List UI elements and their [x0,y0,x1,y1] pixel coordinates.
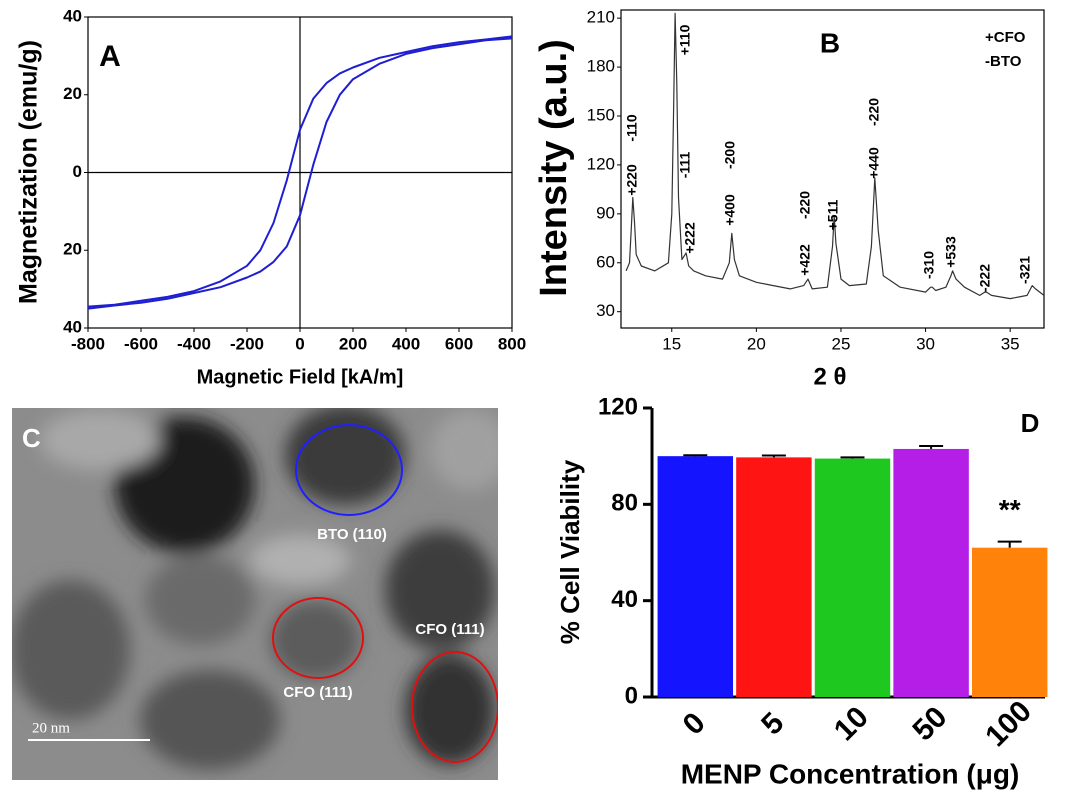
y-tick-label: 180 [587,57,615,76]
peak-label: -220 [797,191,813,219]
peak-label: -321 [1017,256,1033,284]
y-tick-label: 90 [596,203,615,222]
peak-label: -200 [722,141,738,169]
peak-label: +220 [624,164,640,196]
peak-label: -111 [677,152,693,179]
x-tick-label: -600 [124,334,158,353]
data-line [625,12,1045,300]
peak-label: +110 [677,24,693,55]
peak-label: -310 [921,251,937,279]
plot-frame [620,9,1045,329]
x-tick-label: 50 [907,700,954,747]
y-axis-label: % Cell Viability [555,459,585,644]
peak-label: +222 [682,222,698,254]
x-axis-label: 2 θ [814,363,847,390]
y-tick-label: 120 [587,154,615,173]
y-tick-label: 0 [625,682,638,709]
image-label: CFO (111) [283,684,352,701]
peak-label: +533 [943,236,959,268]
y-tick-label: 150 [587,105,615,124]
bar [971,547,1048,697]
particles [12,408,498,770]
y-tick-label: 120 [598,393,638,420]
y-tick-label: 40 [611,586,638,613]
y-tick-label: 40 [63,317,82,336]
scale-bar-label: 20 nm [32,720,70,736]
panel-label: A [99,40,121,73]
y-tick-label: 30 [596,301,615,320]
peak-label: +400 [722,194,738,226]
peak-label: -222 [977,264,993,292]
x-tick-label: 100 [979,695,1038,754]
highlight-circle [272,597,364,679]
panel-label: D [1021,408,1040,438]
y-axis-label: Magnetization (emu/g) [15,40,43,304]
peak-label: -220 [866,98,882,126]
highlight-circle [295,424,403,516]
x-tick-label: 35 [1001,334,1020,353]
x-tick-label: -200 [230,334,264,353]
x-tick-label: 10 [828,700,875,747]
x-tick-label: 5 [755,706,790,741]
bar [814,458,891,697]
y-tick-label: 20 [63,84,82,103]
x-tick-label: 400 [392,334,420,353]
y-tick-label: 20 [63,240,82,259]
y-tick-label: 80 [611,490,638,517]
highlight-circle [411,651,498,763]
x-tick-label: 25 [831,334,850,353]
x-tick-label: 0 [295,334,304,353]
legend-text: -BTO [985,53,1022,70]
y-tick-label: 0 [73,162,82,181]
x-tick-label: 30 [916,334,935,353]
data-line [87,37,513,310]
bar [657,456,734,697]
legend-text: +CFO [985,29,1026,46]
x-tick-label: 15 [662,334,681,353]
x-tick-label: 800 [498,334,526,353]
y-tick-label: 210 [587,8,615,27]
y-tick-label: 60 [596,252,615,271]
significance-label: ** [999,494,1021,525]
x-tick-label: 20 [747,334,766,353]
x-tick-label: -400 [177,334,211,353]
panel-label: B [820,27,840,58]
image-label: CFO (111) [415,621,484,638]
data-line [87,35,513,308]
panel-label: C [22,423,41,453]
y-tick-label: 40 [63,6,82,25]
peak-label: -110 [624,114,640,141]
peak-label: +440 [866,147,882,179]
peak-label: +422 [797,244,813,276]
x-tick-label: 200 [339,334,367,353]
x-axis-label: Magnetic Field [kA/m] [197,366,404,388]
peak-label: +511 [825,199,841,230]
image-label: BTO (110) [317,526,387,543]
bar [893,448,969,697]
y-axis-label: Intensity (a.u.) [533,39,575,297]
x-tick-label: 0 [677,706,712,741]
tem-image: 20 nm C BTO (110) CFO (111) CFO (111) [12,408,498,780]
bar [736,457,812,697]
x-tick-label: 600 [445,334,473,353]
x-tick-label: -800 [71,334,105,353]
x-axis-label: MENP Concentration (μg) [681,758,1020,789]
